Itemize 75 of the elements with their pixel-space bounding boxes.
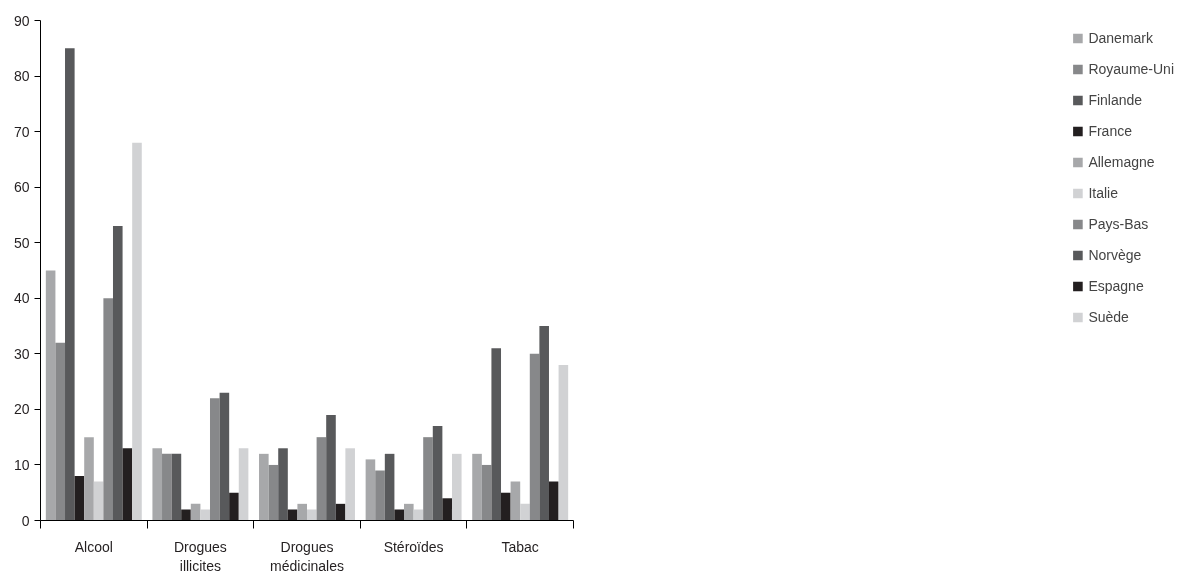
legend-label: Suède xyxy=(1088,309,1129,325)
bar xyxy=(93,481,104,521)
y-tick-label: 40 xyxy=(13,290,30,307)
bar xyxy=(472,453,482,521)
bar xyxy=(510,481,521,521)
bar xyxy=(365,459,376,521)
legend-label: Espagne xyxy=(1088,278,1144,294)
bar xyxy=(413,509,424,521)
bar xyxy=(229,492,239,521)
y-tick-label: 0 xyxy=(21,512,30,529)
bar xyxy=(238,448,249,521)
bar xyxy=(268,464,279,521)
bar xyxy=(278,448,288,521)
bar xyxy=(152,448,163,521)
y-tick-label: 80 xyxy=(13,68,30,85)
bar xyxy=(190,503,201,521)
bar xyxy=(345,448,355,521)
y-tick-label: 30 xyxy=(13,345,30,362)
bar xyxy=(394,509,405,521)
bar xyxy=(442,498,452,521)
legend-label: Pays-Bas xyxy=(1088,216,1149,232)
bar xyxy=(122,448,133,521)
bar xyxy=(45,270,56,521)
legend-label: Royaume-Uni xyxy=(1088,61,1174,77)
bar xyxy=(539,326,549,521)
x-tick-label: Drogues médicinales xyxy=(270,538,344,574)
legend-label: Finlande xyxy=(1088,92,1143,108)
x-tick-label: Drogues illicites xyxy=(173,538,227,574)
bar xyxy=(520,503,530,521)
bar xyxy=(259,453,269,521)
y-tick-label: 20 xyxy=(13,401,30,418)
x-tick-label: Stéroïdes xyxy=(383,538,444,555)
bar xyxy=(200,509,210,521)
y-tick-label: 50 xyxy=(13,234,30,251)
bar xyxy=(132,142,142,521)
bar xyxy=(297,503,307,521)
bar xyxy=(84,437,94,521)
legend-label: Italie xyxy=(1088,185,1118,201)
x-tick-label: Alcool xyxy=(74,538,113,555)
bar xyxy=(529,353,540,521)
legend-label: France xyxy=(1088,123,1132,139)
bar xyxy=(558,364,569,521)
legend-label: Norvège xyxy=(1088,247,1142,263)
bar xyxy=(171,453,182,521)
bar xyxy=(481,464,492,521)
bar xyxy=(384,453,395,521)
y-tick-label: 60 xyxy=(13,179,30,196)
bar xyxy=(307,509,317,521)
bar xyxy=(491,348,502,521)
y-tick-label: 70 xyxy=(13,123,30,140)
bar xyxy=(181,509,191,521)
bar xyxy=(209,398,220,521)
y-tick-label: 10 xyxy=(13,456,30,473)
bar xyxy=(287,509,298,521)
bar xyxy=(423,437,433,521)
bar xyxy=(326,414,336,521)
bar xyxy=(432,426,443,521)
bar xyxy=(65,48,75,521)
bar xyxy=(548,481,559,521)
bar xyxy=(112,226,123,521)
bar xyxy=(501,492,511,521)
bar xyxy=(335,503,346,521)
x-tick-label: Tabac xyxy=(501,538,539,555)
legend-label: Allemagne xyxy=(1088,154,1155,170)
bar xyxy=(162,453,172,521)
bar xyxy=(55,342,66,521)
bar xyxy=(375,470,385,521)
bar xyxy=(316,437,327,521)
bar xyxy=(451,453,462,521)
bar xyxy=(219,392,230,521)
bar xyxy=(74,476,85,521)
bar xyxy=(103,298,113,521)
y-tick-label: 90 xyxy=(13,12,30,29)
bar xyxy=(404,503,414,521)
legend-label: Danemark xyxy=(1088,30,1153,46)
